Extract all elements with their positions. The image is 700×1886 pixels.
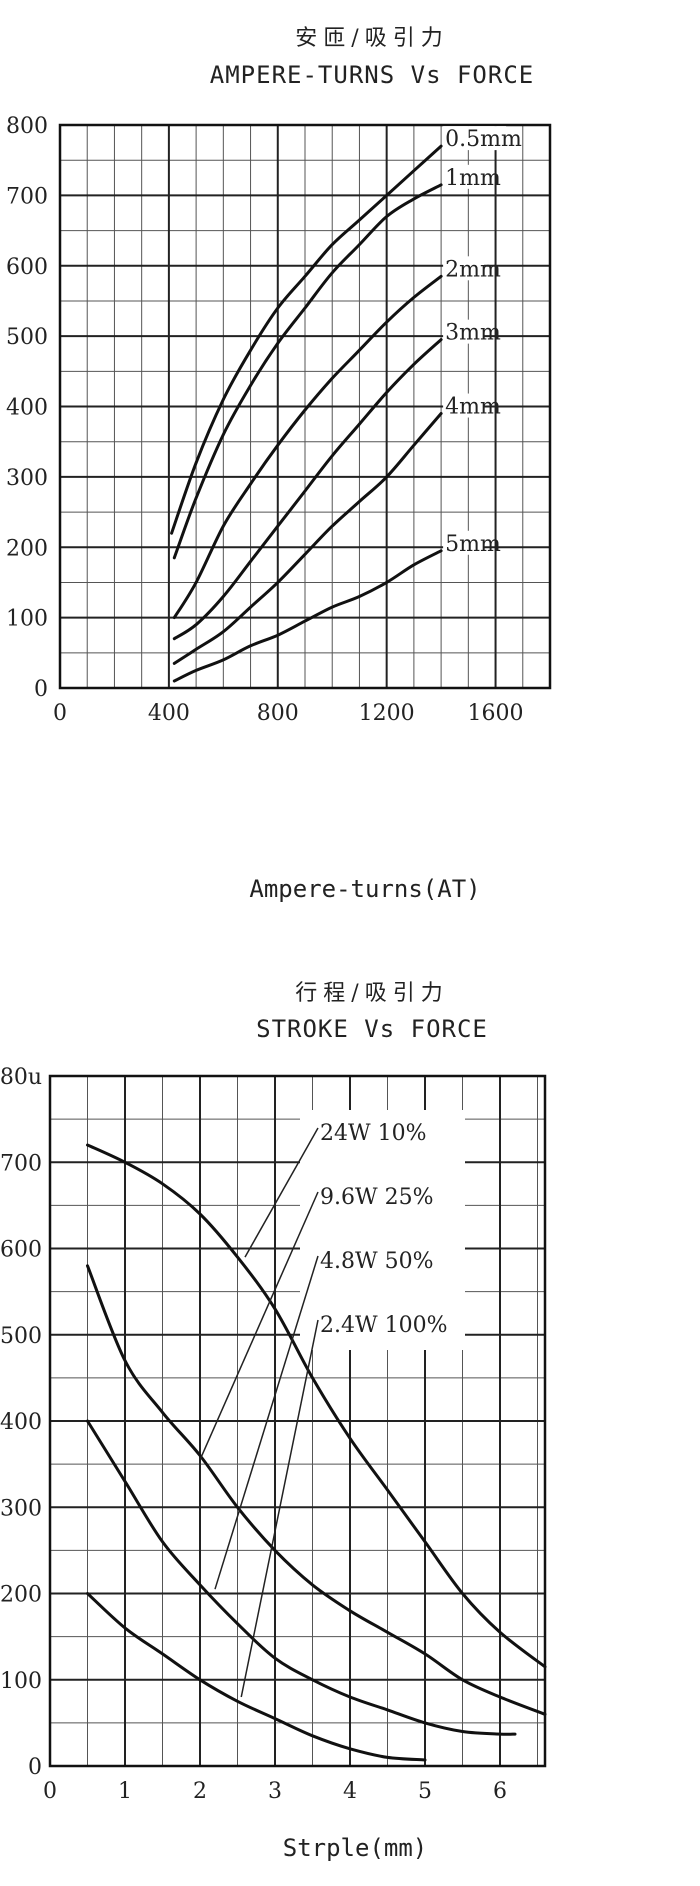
chart1-curve-label-bg xyxy=(443,256,485,281)
chart1-plot-frame xyxy=(58,123,552,690)
chart1-y-tick-label: 600 xyxy=(6,255,48,280)
chart2-y-tick-label: 700 xyxy=(0,1151,42,1176)
chart2-x-tick-label: 1 xyxy=(118,1779,132,1804)
chart2-subtitle: STROKE Vs FORCE xyxy=(256,1015,488,1043)
chart1-x-tick-label: 400 xyxy=(148,701,190,726)
chart1-curve-label-0-5mm: 0.5mm xyxy=(445,127,522,152)
chart2-legend-leader-2-4w-100 xyxy=(240,1319,319,1698)
chart1-curve-label-5mm: 5mm xyxy=(445,532,501,557)
ampere-turns-force-chart: 0 400 800 1200 1600 0 100 200 300 400 500 600 700 800… xyxy=(6,114,552,726)
chart1-y-tick-label: 800 xyxy=(6,114,48,139)
chart2-legend-leader-4-8w-50 xyxy=(214,1255,319,1590)
chart1-y-tick-label: 200 xyxy=(6,536,48,561)
chart1-subtitle: AMPERE-TURNS Vs FORCE xyxy=(210,61,534,89)
chart1-y-tick-label: 500 xyxy=(6,325,48,350)
chart1-y-tick-label: 300 xyxy=(6,466,48,491)
chart2-plot-frame xyxy=(48,1074,547,1768)
chart1-series-4mm xyxy=(172,412,443,665)
chart2-legend-entry-4-8w-50: 4.8W 50% xyxy=(320,1249,434,1274)
chart2-series-2-4w-100 xyxy=(86,1592,427,1762)
chart1-series-2mm xyxy=(172,274,443,620)
chart2-x-tick-label: 6 xyxy=(493,1779,507,1804)
chart1-curve-label-bg xyxy=(443,126,507,151)
chart2-x-tick-label: 5 xyxy=(418,1779,432,1804)
chart1-curve-label-2mm: 2mm xyxy=(445,257,501,282)
chart2-legend-entry-24w-10: 24W 10% xyxy=(320,1121,427,1146)
chart2-x-tick-label: 2 xyxy=(193,1779,207,1804)
chart2-y-tick-label: 300 xyxy=(0,1496,42,1521)
chart1-series-1mm xyxy=(172,183,443,560)
chart2-legend-entry-9-6w-25: 9.6W 25% xyxy=(320,1185,434,1210)
chart1-curve-label-4mm: 4mm xyxy=(445,395,501,420)
chart2-series-24w-10 xyxy=(86,1143,547,1669)
chart2-y-tick-label: 200 xyxy=(0,1583,42,1608)
chart1-series-3mm xyxy=(172,338,443,641)
chart1-y-tick-label: 400 xyxy=(6,396,48,421)
chart2-legend-background xyxy=(300,1110,465,1350)
chart2-series-4-8w-50 xyxy=(86,1419,517,1736)
chart1-title: 安匝/吸引力 xyxy=(295,26,448,51)
chart2-x-tick-label: 3 xyxy=(268,1779,282,1804)
chart2-x-axis-label: Strple(mm) xyxy=(283,1834,428,1862)
chart2-title: 行程/吸引力 xyxy=(295,981,448,1006)
chart2-legend-leader-24w-10 xyxy=(244,1127,319,1258)
chart2-series-9-6w-25 xyxy=(86,1264,547,1716)
chart1-y-tick-label: 100 xyxy=(6,607,48,632)
chart1-curve-label-bg xyxy=(443,393,485,418)
chart1-curve-label-3mm: 3mm xyxy=(445,321,501,346)
chart2-x-tick-label: 4 xyxy=(343,1779,357,1804)
chart2-legend-leader-9-6w-25 xyxy=(199,1191,319,1461)
chart1-series-0-5mm xyxy=(170,144,443,535)
chart2-x-tick-label: 0 xyxy=(43,1779,57,1804)
chart2-y-tick-label: 80u xyxy=(0,1065,42,1090)
chart1-series-5mm xyxy=(172,549,443,683)
chart1-x-tick-label: 800 xyxy=(257,701,299,726)
chart2-y-tick-label: 600 xyxy=(0,1238,42,1263)
chart2-y-tick-label: 0 xyxy=(28,1755,42,1780)
chart2-legend-entry-2-4w-100: 2.4W 100% xyxy=(320,1313,448,1338)
chart1-y-tick-label: 0 xyxy=(34,677,48,702)
chart1-curve-label-bg xyxy=(443,164,485,189)
stroke-force-chart: 0 1 2 3 4 5 6 0 100 200 300 400 500 600 700 80u 24W 10% 9… xyxy=(0,1065,547,1804)
chart1-curve-label-bg xyxy=(443,319,485,344)
chart2-y-tick-label: 100 xyxy=(0,1669,42,1694)
chart1-y-tick-label: 700 xyxy=(6,184,48,209)
chart1-x-axis-label: Ampere-turns(AT) xyxy=(249,875,480,903)
chart1-curve-label-1mm: 1mm xyxy=(445,166,501,191)
chart1-x-tick-label: 0 xyxy=(53,701,67,726)
chart1-x-tick-label: 1200 xyxy=(359,701,415,726)
chart2-y-tick-label: 400 xyxy=(0,1410,42,1435)
chart2-y-tick-label: 500 xyxy=(0,1324,42,1349)
chart1-x-tick-label: 1600 xyxy=(468,701,524,726)
chart1-curve-label-bg xyxy=(443,530,485,555)
